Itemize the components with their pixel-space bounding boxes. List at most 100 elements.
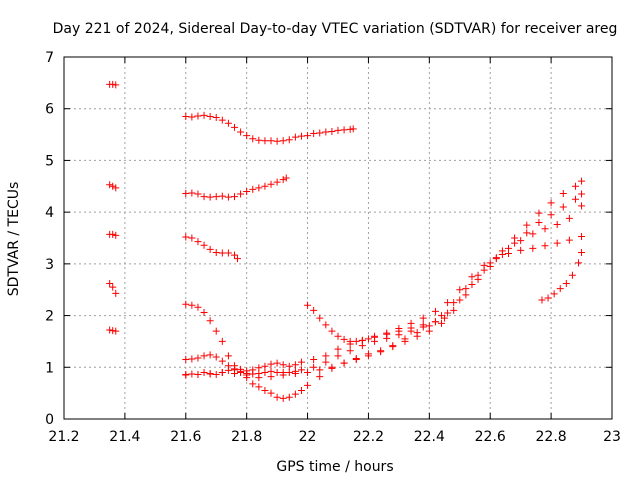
data-point bbox=[291, 133, 299, 141]
data-point bbox=[218, 192, 226, 200]
data-point bbox=[334, 332, 342, 340]
data-point bbox=[322, 358, 330, 366]
y-tick-label: 4 bbox=[45, 205, 54, 221]
chart-title: Day 221 of 2024, Sidereal Day-to-day VTE… bbox=[53, 21, 618, 37]
data-point bbox=[450, 306, 458, 314]
data-point bbox=[218, 337, 226, 345]
data-point bbox=[310, 306, 318, 314]
x-axis-label: GPS time / hours bbox=[276, 459, 393, 475]
data-point bbox=[194, 354, 202, 362]
data-point bbox=[194, 112, 202, 120]
data-point bbox=[538, 296, 546, 304]
data-point bbox=[243, 187, 251, 195]
data-point bbox=[212, 353, 220, 361]
y-tick-label: 0 bbox=[45, 412, 54, 428]
series-prn-h bbox=[538, 248, 586, 304]
data-point bbox=[529, 244, 537, 252]
data-point bbox=[395, 327, 403, 335]
series-prn-g bbox=[304, 301, 449, 345]
y-tick-label: 6 bbox=[45, 102, 54, 118]
data-point bbox=[297, 387, 305, 395]
data-point bbox=[194, 371, 202, 379]
series-prn-c bbox=[106, 230, 242, 263]
data-point bbox=[523, 229, 531, 237]
data-point bbox=[194, 190, 202, 198]
data-point bbox=[237, 190, 245, 198]
data-point bbox=[230, 193, 238, 201]
series-prn-i bbox=[182, 190, 586, 382]
data-point bbox=[578, 232, 586, 240]
data-point bbox=[371, 333, 379, 341]
data-point bbox=[267, 389, 275, 397]
data-point bbox=[109, 327, 117, 335]
data-point bbox=[279, 394, 287, 402]
data-point bbox=[273, 368, 281, 376]
data-point bbox=[273, 359, 281, 367]
data-point bbox=[255, 374, 263, 382]
data-point bbox=[456, 296, 464, 304]
y-tick-label: 2 bbox=[45, 309, 54, 325]
data-point bbox=[559, 190, 567, 198]
data-point bbox=[297, 358, 305, 366]
data-point bbox=[553, 239, 561, 247]
data-point bbox=[334, 352, 342, 360]
data-point bbox=[237, 365, 245, 373]
data-point bbox=[109, 80, 117, 88]
data-point bbox=[243, 132, 251, 140]
data-point bbox=[188, 234, 196, 242]
data-point bbox=[267, 137, 275, 145]
data-point bbox=[562, 280, 570, 288]
data-point bbox=[559, 203, 567, 211]
data-point bbox=[328, 327, 336, 335]
x-tick-label: 22.4 bbox=[414, 429, 445, 445]
data-point bbox=[334, 345, 342, 353]
data-point bbox=[234, 255, 242, 263]
data-point bbox=[377, 348, 385, 356]
data-point bbox=[304, 132, 312, 140]
x-tick-label: 22.2 bbox=[353, 429, 384, 445]
data-point bbox=[261, 182, 269, 190]
data-point bbox=[571, 182, 579, 190]
series-prn-a bbox=[106, 80, 357, 145]
data-point bbox=[261, 387, 269, 395]
data-point bbox=[106, 326, 114, 334]
data-point bbox=[541, 242, 549, 250]
data-point bbox=[535, 209, 543, 217]
data-point bbox=[553, 221, 561, 229]
data-point bbox=[565, 214, 573, 222]
data-point bbox=[212, 248, 220, 256]
data-point bbox=[182, 356, 190, 364]
x-tick-label: 21.6 bbox=[170, 429, 201, 445]
data-point bbox=[425, 327, 433, 335]
data-point bbox=[310, 363, 318, 371]
data-point bbox=[112, 289, 120, 297]
data-point bbox=[279, 361, 287, 369]
data-point bbox=[352, 337, 360, 345]
data-point bbox=[328, 363, 336, 371]
data-point bbox=[352, 356, 360, 364]
data-point bbox=[212, 327, 220, 335]
data-point bbox=[419, 314, 427, 322]
data-point bbox=[340, 359, 348, 367]
data-point bbox=[316, 129, 324, 137]
data-point bbox=[504, 250, 512, 258]
data-point bbox=[224, 249, 232, 257]
data-point bbox=[468, 273, 476, 281]
y-tick-label: 3 bbox=[45, 257, 54, 273]
data-point bbox=[535, 218, 543, 226]
data-point bbox=[316, 373, 324, 381]
data-point bbox=[450, 299, 458, 307]
data-point bbox=[364, 352, 372, 360]
data-point bbox=[550, 290, 558, 298]
data-point bbox=[340, 335, 348, 343]
data-point bbox=[182, 371, 190, 379]
data-point bbox=[297, 366, 305, 374]
data-point bbox=[468, 281, 476, 289]
data-point bbox=[310, 356, 318, 364]
data-point bbox=[112, 327, 120, 335]
data-point bbox=[194, 303, 202, 311]
data-point bbox=[322, 128, 330, 136]
data-point bbox=[358, 336, 366, 344]
